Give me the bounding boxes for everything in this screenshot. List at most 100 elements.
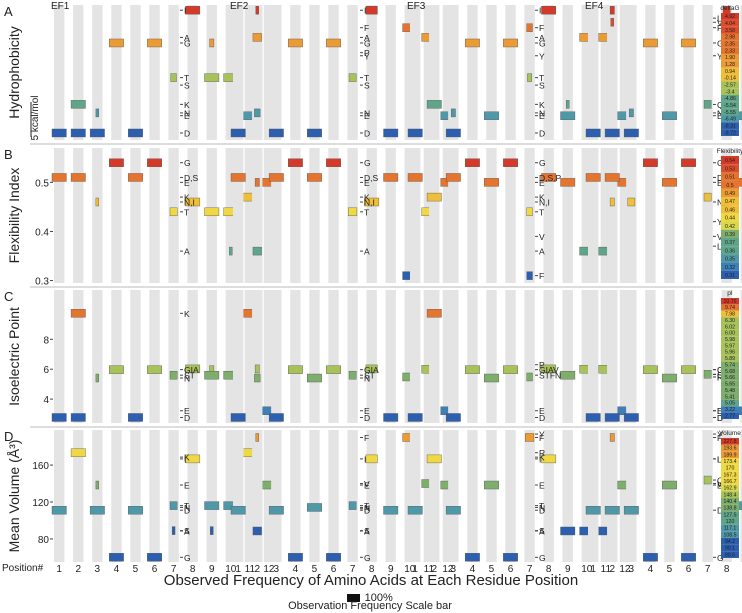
position-column bbox=[233, 5, 244, 140]
position-column bbox=[73, 5, 84, 140]
residue-label: D bbox=[364, 128, 370, 138]
frequency-bar-A bbox=[252, 526, 262, 536]
frequency-bar-K bbox=[70, 100, 86, 109]
position-column bbox=[252, 5, 263, 140]
frequency-bar-D bbox=[623, 506, 639, 515]
legend-swatch bbox=[721, 129, 739, 136]
frequency-bar-D bbox=[268, 128, 284, 138]
position-column bbox=[404, 430, 415, 562]
residue-label: A bbox=[539, 33, 545, 43]
residue-label: F bbox=[717, 23, 722, 33]
frequency-bar-T bbox=[738, 501, 742, 510]
legend-value: 5.74 bbox=[725, 362, 735, 368]
residue-label: T bbox=[364, 501, 369, 511]
position-column bbox=[168, 290, 179, 423]
residue-label: I bbox=[539, 454, 541, 464]
frequency-bar-N bbox=[95, 373, 99, 383]
legend-value: -0.14 bbox=[724, 76, 736, 82]
residue-label: N bbox=[184, 503, 190, 513]
legend-value: 5.98 bbox=[725, 337, 735, 343]
legend-swatch bbox=[721, 518, 739, 525]
position-column bbox=[588, 148, 599, 283]
frequency-bar-N bbox=[254, 373, 261, 383]
position-column bbox=[600, 430, 612, 562]
legend-swatch bbox=[721, 342, 739, 349]
frequency-bar-D bbox=[407, 506, 423, 515]
position-column bbox=[111, 290, 122, 423]
frequency-bar-E bbox=[484, 178, 499, 187]
frequency-bar-D bbox=[51, 413, 67, 422]
frequency-bar-G bbox=[681, 38, 696, 48]
position-column bbox=[505, 148, 516, 283]
panel-letter-C: C bbox=[4, 289, 13, 304]
legend-swatch bbox=[721, 60, 739, 68]
residue-label: S bbox=[539, 526, 545, 536]
legend-swatch bbox=[721, 254, 739, 263]
legend-value: 138.8 bbox=[724, 506, 737, 512]
position-column bbox=[562, 148, 573, 283]
position-column bbox=[149, 290, 160, 423]
residue-label: F bbox=[539, 433, 544, 443]
legend-swatch bbox=[721, 504, 739, 512]
position-column bbox=[271, 5, 282, 140]
frequency-bar-I bbox=[426, 454, 442, 464]
frequency-bar-T bbox=[169, 370, 178, 380]
frequency-bar-I bbox=[365, 364, 378, 374]
position-column bbox=[385, 430, 396, 562]
frequency-bar-D bbox=[230, 506, 246, 515]
position-column bbox=[467, 290, 478, 423]
legend-swatch bbox=[721, 95, 739, 102]
position-column bbox=[244, 5, 256, 140]
position-number: 2 bbox=[254, 564, 260, 575]
frequency-bar-G bbox=[288, 365, 303, 374]
frequency-bar-G bbox=[288, 553, 303, 562]
frequency-bar-G bbox=[643, 158, 658, 167]
frequency-bar-D bbox=[604, 506, 620, 515]
position-column bbox=[600, 290, 612, 423]
position-column bbox=[619, 148, 631, 283]
x-axis-title: Observed Frequency of Amino Acids at Eac… bbox=[163, 572, 579, 589]
position-column bbox=[505, 430, 516, 562]
position-number: 12 bbox=[263, 564, 275, 575]
legend-value: 4.04 bbox=[725, 21, 735, 27]
frequency-bar-A bbox=[229, 246, 233, 256]
legend-swatch bbox=[721, 33, 739, 41]
position-column bbox=[702, 290, 713, 423]
frequency-bar-D bbox=[70, 128, 86, 138]
legend-value: 0.42 bbox=[725, 224, 735, 230]
position-column bbox=[263, 290, 275, 423]
frequency-bar-K bbox=[426, 192, 442, 202]
position-column bbox=[524, 430, 535, 562]
legend-swatch bbox=[721, 246, 739, 255]
residue-label: I bbox=[364, 454, 366, 464]
residue-label: D bbox=[364, 506, 370, 516]
frequency-bar-T bbox=[170, 73, 177, 82]
residue-label: E bbox=[364, 111, 370, 121]
frequency-bar-I bbox=[185, 6, 201, 15]
position-number: 10 bbox=[581, 564, 593, 575]
frequency-bar-D bbox=[128, 128, 143, 138]
position-column bbox=[271, 290, 282, 423]
position-column bbox=[448, 430, 459, 562]
frequency-bar-E bbox=[662, 480, 677, 490]
position-column bbox=[404, 5, 415, 140]
position-column bbox=[92, 430, 103, 562]
position-column bbox=[619, 290, 631, 423]
position-column bbox=[423, 430, 435, 562]
residue-label: F bbox=[539, 23, 544, 33]
residue-label: T bbox=[539, 73, 544, 83]
frequency-bar-I bbox=[95, 197, 99, 207]
legend-swatch bbox=[721, 399, 739, 407]
frequency-bar-D bbox=[407, 173, 423, 182]
legend-swatch bbox=[721, 13, 739, 20]
position-column bbox=[607, 148, 618, 283]
frequency-bar-N bbox=[307, 503, 322, 512]
position-column bbox=[187, 148, 198, 283]
position-column bbox=[429, 430, 440, 562]
legend-value: 0.39 bbox=[725, 232, 735, 238]
frequency-bar-S bbox=[171, 526, 176, 535]
residue-label: A bbox=[364, 33, 370, 43]
position-number: 2 bbox=[75, 564, 81, 575]
legend-value: 2.77 bbox=[725, 413, 735, 419]
position-column bbox=[664, 430, 675, 562]
